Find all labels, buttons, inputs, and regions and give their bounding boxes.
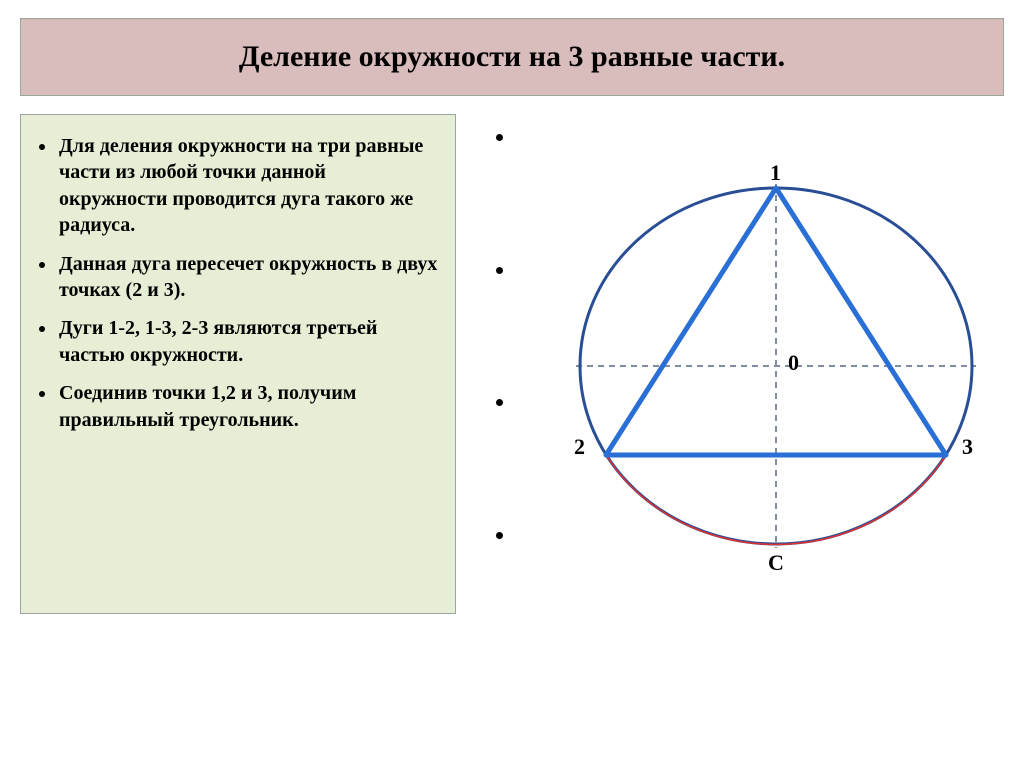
list-item: Соединив точки 1,2 и 3, получим правильн…	[57, 380, 439, 433]
list-item: Данная дуга пересечет окружность в двух …	[57, 251, 439, 304]
geometry-diagram: 1 0 2 3 С	[536, 114, 1006, 584]
page-title: Деление окружности на 3 равные части.	[239, 40, 785, 74]
label-center-0: 0	[788, 350, 799, 376]
diagram-column: 1 0 2 3 С	[486, 114, 1004, 614]
content-area: Для деления окружности на три равные час…	[20, 114, 1004, 614]
list-item: Дуги 1-2, 1-3, 2-3 являются третьей част…	[57, 315, 439, 368]
explanation-list: Для деления окружности на три равные час…	[49, 133, 439, 433]
title-bar: Деление окружности на 3 равные части.	[20, 18, 1004, 96]
label-point-3: 3	[962, 434, 973, 460]
label-point-2: 2	[574, 434, 585, 460]
label-point-1: 1	[770, 160, 781, 186]
list-item: Для деления окружности на три равные час…	[57, 133, 439, 239]
label-point-c: С	[768, 550, 784, 576]
diagram-bullet-markers	[492, 124, 516, 544]
explanation-box: Для деления окружности на три равные час…	[20, 114, 456, 614]
